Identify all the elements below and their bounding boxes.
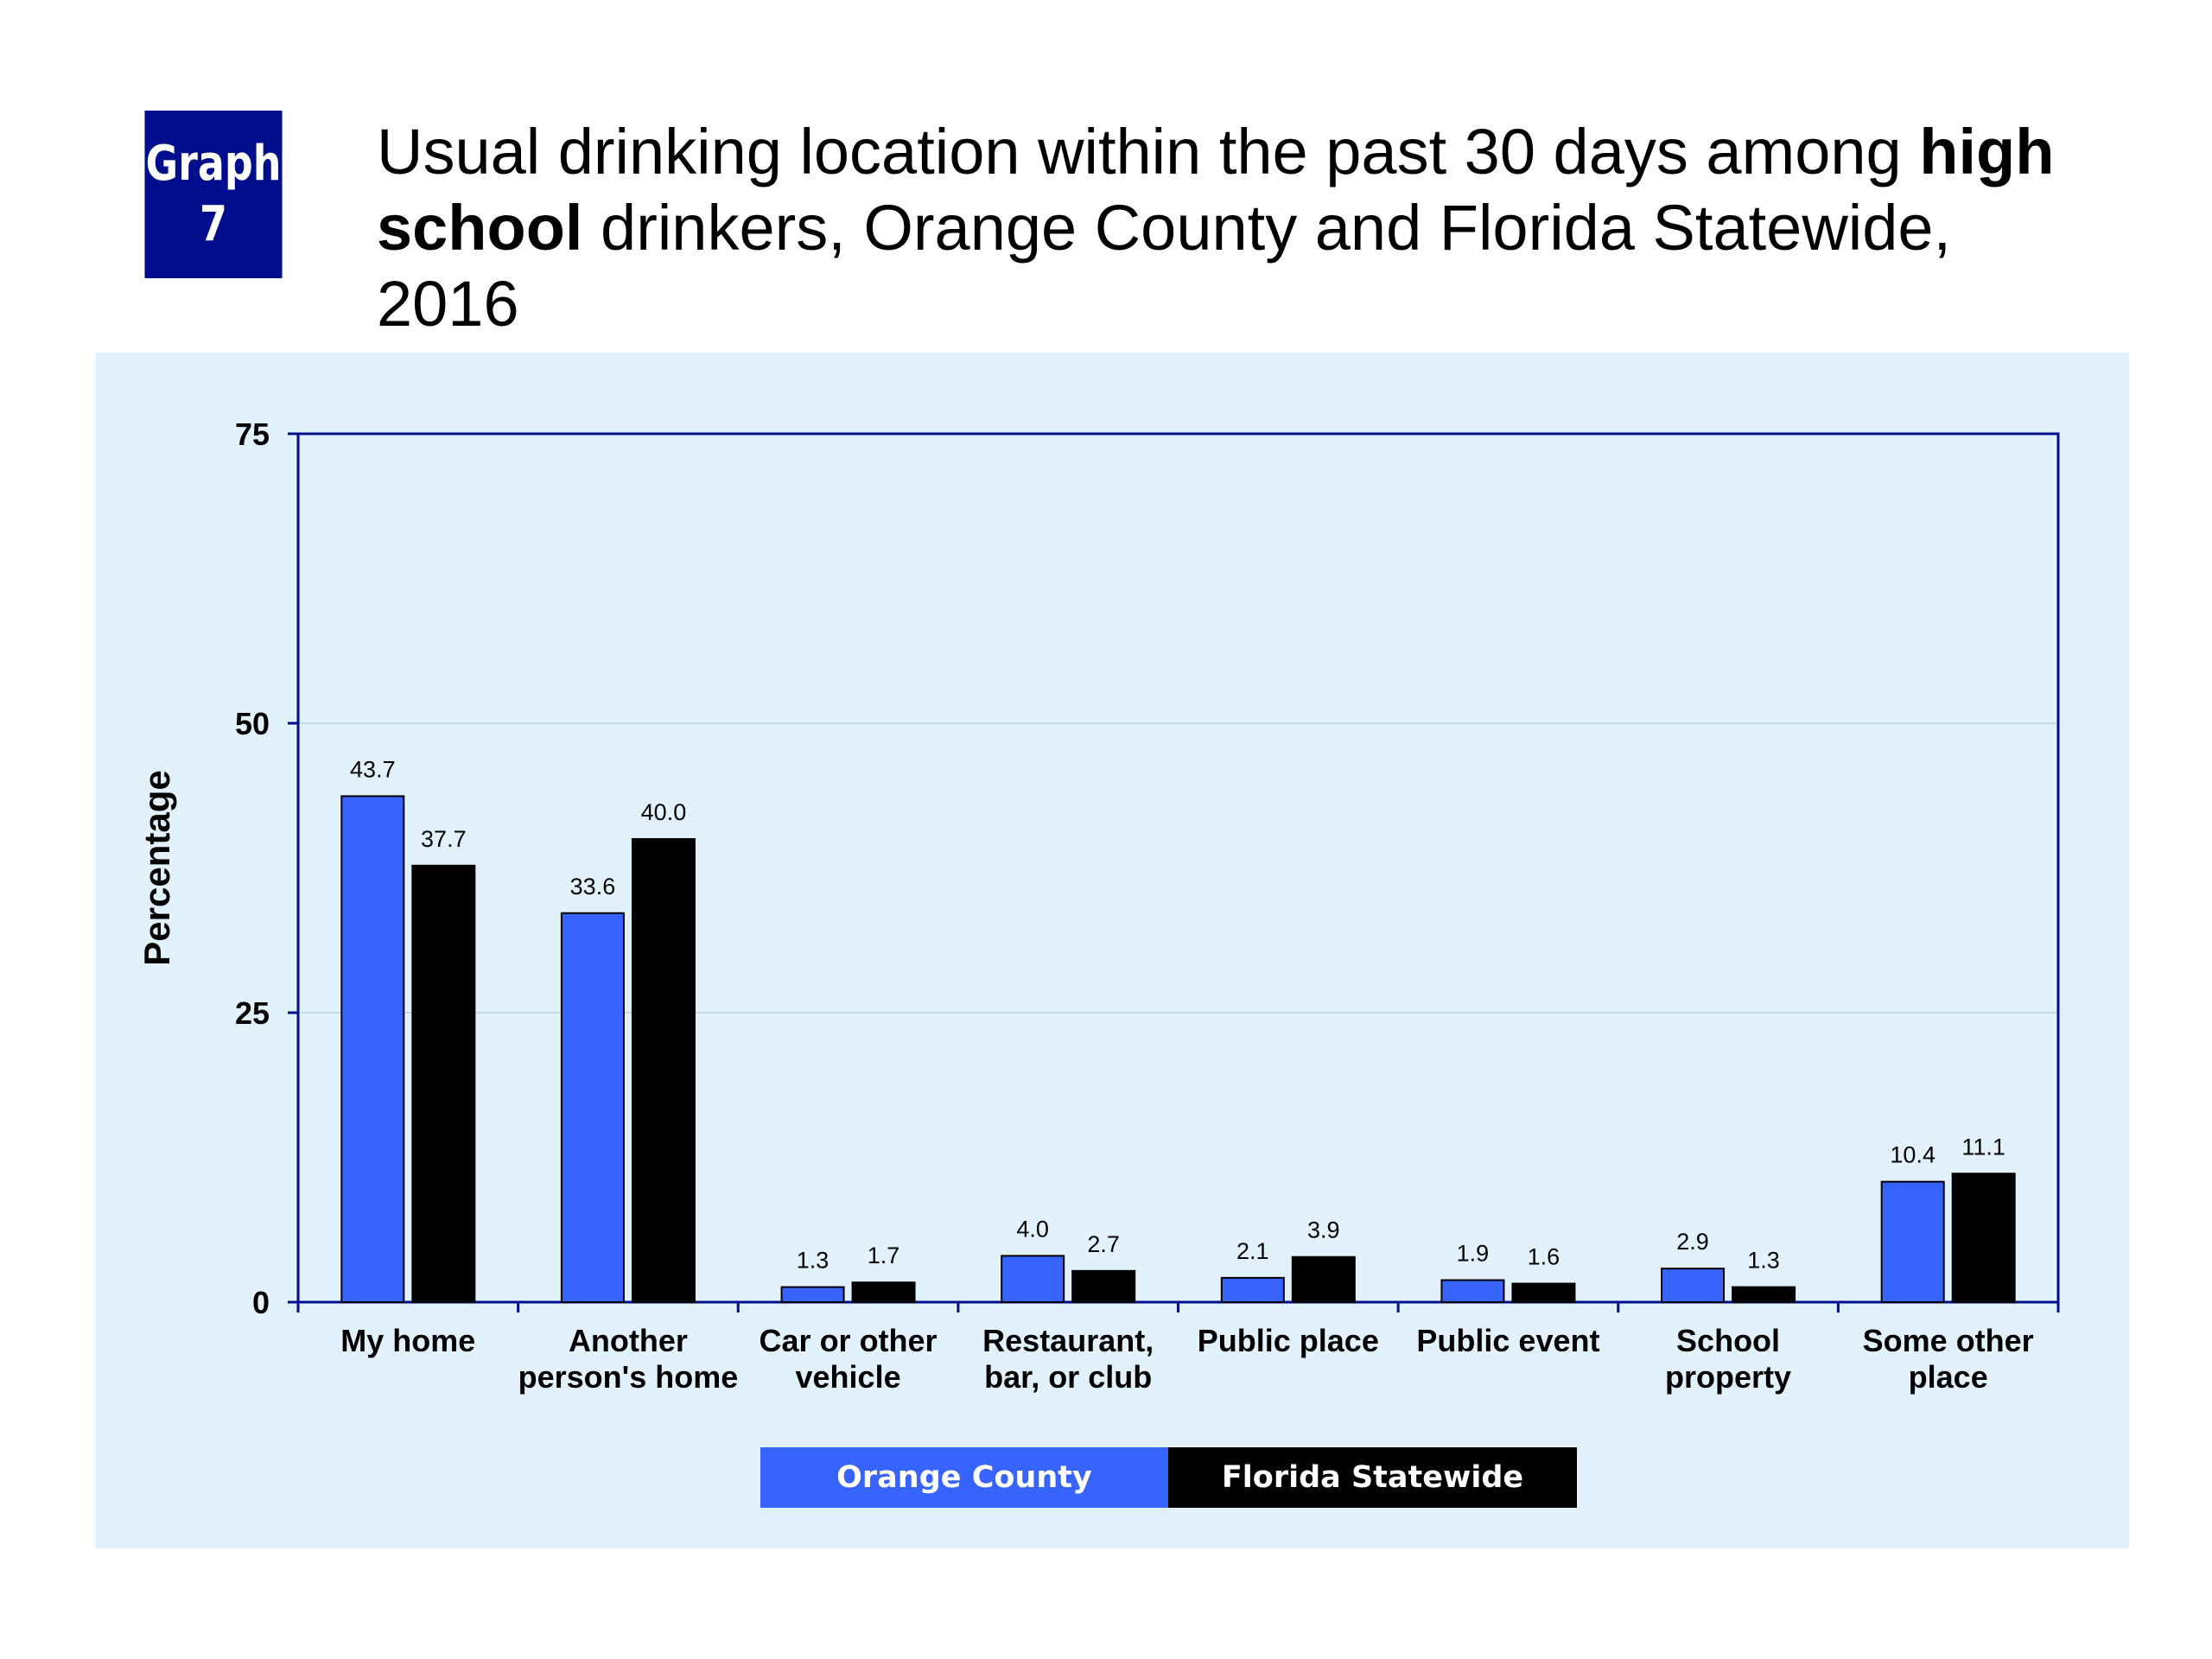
y-tick-label-50: 50 — [235, 706, 270, 741]
data-label-florida-statewide-2: 1.7 — [868, 1243, 900, 1268]
data-label-orange-county-1: 33.6 — [570, 874, 616, 899]
data-label-orange-county-5: 1.9 — [1457, 1241, 1490, 1267]
data-label-orange-county-6: 2.9 — [1676, 1229, 1709, 1255]
title-bold1: high — [1919, 116, 2055, 188]
legend-orange-county: Orange County — [760, 1447, 1168, 1508]
data-label-florida-statewide-0: 37.7 — [421, 826, 467, 852]
data-label-florida-statewide-4: 3.9 — [1307, 1217, 1340, 1243]
x-tick-label-5-0: Public event — [1416, 1323, 1599, 1358]
x-tick-label-6-0: School — [1676, 1323, 1780, 1358]
bar-orange-county-3 — [1001, 1255, 1065, 1304]
data-label-orange-county-2: 1.3 — [797, 1248, 830, 1274]
bar-florida-statewide-6 — [1732, 1286, 1796, 1303]
graph-badge: Graph 7 — [144, 111, 283, 278]
y-axis-label: Percentage — [137, 770, 177, 965]
bar-orange-county-2 — [780, 1286, 845, 1303]
graph-badge-number: 7 — [200, 196, 227, 252]
legend-orange-county-label: Orange County — [836, 1460, 1092, 1495]
y-tick-label-0: 0 — [252, 1285, 270, 1320]
y-tick-label-25: 25 — [235, 995, 270, 1031]
data-label-orange-county-4: 2.1 — [1236, 1238, 1269, 1264]
data-label-florida-statewide-7: 11.1 — [1961, 1134, 2005, 1160]
bar-orange-county-0 — [340, 795, 405, 1303]
bar-florida-statewide-1 — [631, 838, 696, 1303]
bar-orange-county-1 — [560, 912, 625, 1303]
data-label-florida-statewide-6: 1.3 — [1747, 1248, 1780, 1274]
bar-florida-statewide-2 — [851, 1281, 916, 1303]
bar-orange-county-5 — [1440, 1279, 1505, 1304]
bar-florida-statewide-3 — [1071, 1269, 1136, 1303]
data-label-orange-county-7: 10.4 — [1890, 1142, 1936, 1168]
bar-orange-county-6 — [1661, 1268, 1726, 1304]
x-tick-label-7-1: place — [1909, 1359, 1988, 1395]
x-tick-label-1-0: Another — [569, 1323, 688, 1358]
bar-florida-statewide-7 — [1951, 1173, 2016, 1304]
bar-florida-statewide-0 — [411, 864, 476, 1303]
data-label-orange-county-3: 4.0 — [1016, 1216, 1049, 1242]
x-tick-label-4-0: Public place — [1198, 1323, 1379, 1358]
bar-orange-county-4 — [1220, 1276, 1285, 1303]
title-part2: drinkers, Orange County and Florida Stat… — [377, 192, 1952, 340]
x-tick-label-6-1: property — [1665, 1359, 1791, 1395]
title-part1: Usual drinking location within the past … — [377, 116, 1920, 188]
x-tick-label-1-1: person's home — [518, 1359, 739, 1395]
bar-florida-statewide-4 — [1291, 1255, 1356, 1303]
data-label-orange-county-0: 43.7 — [350, 756, 396, 782]
data-label-florida-statewide-5: 1.6 — [1528, 1244, 1560, 1270]
data-label-florida-statewide-1: 40.0 — [641, 799, 687, 825]
x-tick-label-2-0: Car or other — [760, 1323, 938, 1358]
graph-badge-label: Graph — [145, 136, 282, 192]
bar-orange-county-7 — [1880, 1180, 1945, 1304]
bar-florida-statewide-5 — [1511, 1282, 1576, 1304]
legend-florida-statewide: Florida Statewide — [1168, 1447, 1577, 1508]
x-tick-label-0-0: My home — [340, 1323, 475, 1358]
x-tick-label-3-0: Restaurant, — [982, 1323, 1154, 1358]
chart-title: Usual drinking location within the past … — [377, 114, 2105, 342]
x-tick-label-3-1: bar, or club — [984, 1359, 1152, 1395]
legend-florida-statewide-label: Florida Statewide — [1221, 1460, 1524, 1495]
x-tick-label-2-1: vehicle — [796, 1359, 901, 1395]
legend: Orange County Florida Statewide — [760, 1447, 1577, 1508]
x-tick-label-7-0: Some other — [1863, 1323, 2034, 1358]
data-label-florida-statewide-3: 2.7 — [1087, 1231, 1120, 1257]
title-bold2: school — [377, 192, 583, 264]
y-tick-label-75: 75 — [235, 416, 270, 452]
